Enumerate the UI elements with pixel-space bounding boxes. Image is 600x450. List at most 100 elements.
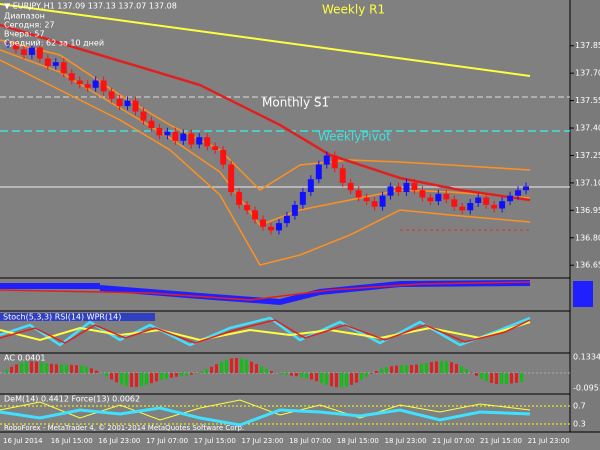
candle [483,197,490,205]
demarker [0,399,531,421]
rsi [0,321,531,342]
ac-bar [250,361,253,373]
x-tick-label: 21 Jul 23:00 [528,437,570,445]
candle [76,80,83,85]
ac-bar [500,373,503,385]
candle [252,210,259,220]
y-tick-label: 136.65 [575,261,600,270]
ac-bar [380,368,383,373]
ac-bar [280,373,283,375]
candle [236,192,243,205]
bollinger-upper [0,39,531,191]
panel-borders [0,0,600,433]
ac-bar [65,364,68,373]
ac-bar [20,362,23,373]
candle [379,195,386,207]
ac-bar [485,373,488,382]
footer: RoboForex - MetaTrader 4, © 2001-2014 Me… [4,424,244,432]
candle [156,128,163,136]
ac-bar [185,373,188,376]
macd-bar [0,283,100,289]
ac-bar [295,373,298,377]
candle [196,137,203,145]
candle [515,190,522,196]
x-tick-label: 18 Jul 07:00 [289,437,331,445]
ac-bar [430,362,433,373]
ac-bar [15,364,18,373]
ac-bar [150,373,153,384]
stoch-signal [0,319,531,344]
candle [507,195,514,202]
candle [475,197,482,204]
candle [323,155,330,165]
candle [20,49,27,55]
ac-bar [495,373,498,384]
ac-bar [365,373,368,377]
bollinger-mid [0,49,531,226]
candle [467,203,474,211]
ac-bar [70,364,73,373]
ac-bar [225,359,228,373]
candle [44,58,51,66]
ac-bar [50,363,53,373]
y-tick-label: 137.85 [575,41,600,50]
candle [443,193,450,200]
ac-histogram [5,358,523,388]
ac-bar [155,373,158,382]
ac-bar [375,371,378,373]
ac-bar [510,373,513,384]
x-tick-label: 17 Jul 23:00 [242,437,284,445]
ac-bar [25,361,28,373]
candle [371,201,378,207]
candle [260,219,266,227]
candle [268,226,274,231]
stoch-main [0,316,531,347]
ac-bar [475,373,478,376]
ac-bar [90,368,93,373]
axis-label: 0.3 [573,420,586,429]
ac-bar [290,373,293,376]
ac-bar [315,373,318,382]
ac-bar [455,363,458,373]
info: Диапазон [4,12,45,21]
candle [427,197,434,202]
candle [148,120,155,129]
ac-bar [305,373,308,379]
weekly-r1-line [0,3,531,77]
ac-bar [30,361,33,373]
ac-bar [330,373,333,387]
candle [164,131,171,136]
candle [124,100,131,107]
ac-bar [215,364,218,373]
candle [355,190,362,198]
ac-bar [370,373,373,374]
ac-bar [115,373,118,383]
ac-bar [125,373,128,387]
x-tick-label: 21 Jul 07:00 [432,437,474,445]
ac-bar [10,366,13,373]
ac-bar [410,364,413,373]
candle [491,204,498,209]
candle [228,164,235,193]
ac-bar [220,361,223,373]
ac-bar [120,373,123,385]
bollinger-lower [0,59,531,266]
ac-bar [245,359,248,373]
candle [140,111,147,121]
ac-bar [140,373,143,387]
y-tick-label: 137.10 [575,178,600,187]
ac-bar [335,373,338,388]
candle [387,186,394,196]
y-tick-label: 136.80 [575,233,600,242]
level-label: Monthly S1 [262,96,329,110]
candle [12,43,19,50]
candle [244,204,251,211]
ac-bar [265,368,268,373]
axis-label: -0.0951 [573,384,600,393]
candle [419,190,426,198]
candle [180,133,187,141]
ac-bar [210,366,213,373]
ac-bar [180,373,183,377]
candle [84,84,91,88]
